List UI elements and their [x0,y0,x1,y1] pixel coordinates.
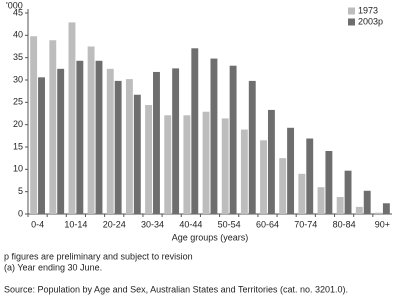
bar [248,80,256,214]
x-tick-label: 70-74 [294,219,317,229]
bar [68,22,76,214]
bar [240,129,248,214]
bar [106,68,114,214]
bar [298,173,306,214]
y-tick-label: 5 [18,186,23,196]
bar [153,71,160,215]
bar [191,48,199,214]
bar [145,105,153,214]
x-tick-label: 60-64 [256,219,279,229]
bar [355,206,363,214]
bar [317,187,325,214]
y-tick-label: 35 [13,52,23,62]
bar [260,140,267,214]
x-tick-label: 10-14 [64,219,87,229]
source: Source: Population by Age and Sex, Austr… [4,284,348,294]
bar [76,60,84,214]
bar [325,151,333,214]
y-tick-label: 40 [13,30,23,40]
bar [382,203,390,214]
y-tick-label: 45 [13,7,23,17]
bar [306,138,314,214]
x-tick-label: 90+ [375,219,390,229]
legend-swatch [348,7,355,15]
x-tick-label: 80-84 [333,219,356,229]
bar [287,127,295,214]
x-tick-label: 40-44 [179,219,202,229]
bar [363,190,371,214]
bar [183,115,191,214]
bar [114,80,122,214]
bar [38,77,45,214]
bar [279,158,287,214]
y-tick-label: 10 [13,164,23,174]
x-tick-label: 50-54 [218,219,241,229]
y-tick-label: 20 [13,119,23,129]
footnote: p figures are preliminary and subject to… [4,251,193,261]
bar [125,79,133,215]
bar [172,68,180,215]
bar [87,46,95,214]
legend-label: 1973 [358,5,378,15]
bar [344,170,352,214]
x-axis-label: Age groups (years) [172,232,249,242]
bar [210,58,218,215]
y-axis-label: '000 [6,0,23,10]
bar [267,109,275,214]
bar [229,65,237,214]
bar [202,111,210,214]
bar [57,68,65,214]
bar [133,94,141,214]
bar [49,40,57,214]
x-tick-label: 0-4 [31,219,44,229]
y-tick-label: 15 [13,141,23,151]
bar [164,115,172,214]
x-tick-label: 20-24 [103,219,126,229]
bar [336,197,344,214]
bar [95,60,103,214]
bar [30,36,38,214]
footnote: (a) Year ending 30 June. [4,262,102,272]
bar [375,212,382,214]
y-tick-label: 0 [18,208,23,218]
y-tick-label: 25 [13,97,23,107]
x-tick-label: 30-34 [141,219,164,229]
bar [221,118,229,214]
legend-swatch [348,18,355,26]
y-tick-label: 30 [13,74,23,84]
legend-label: 2003p [358,16,383,26]
